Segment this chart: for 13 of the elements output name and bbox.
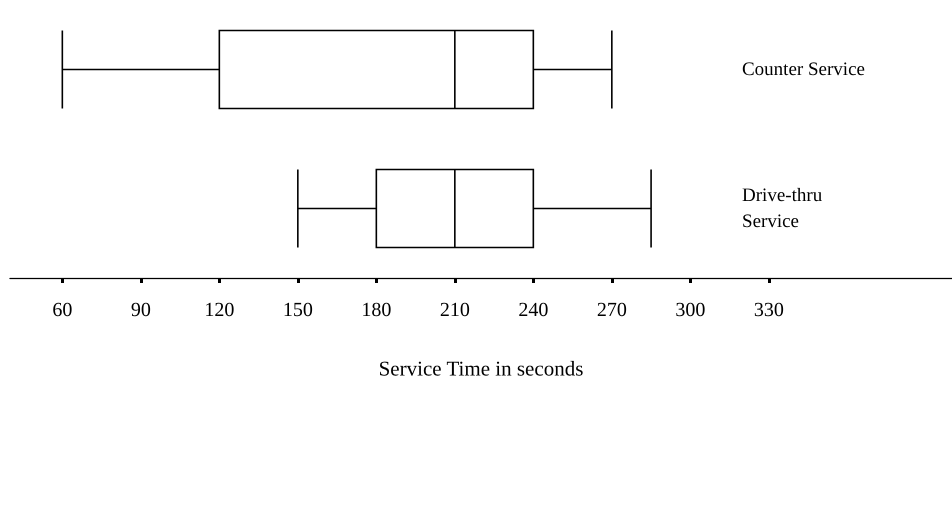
- x-tick-label: 180: [361, 299, 392, 321]
- x-tick-label: 270: [596, 299, 627, 321]
- x-tick-label: 90: [130, 299, 151, 321]
- x-tick-label: 60: [52, 299, 72, 321]
- x-tick-label: 150: [282, 299, 313, 321]
- y-tick-label: Counter Service: [742, 59, 865, 80]
- x-tick-label: 120: [204, 299, 234, 321]
- x-tick-label: 240: [518, 299, 548, 321]
- x-tick-label: 210: [440, 299, 470, 321]
- x-axis-title: Service Time in seconds: [378, 356, 584, 380]
- y-tick-label: Drive-thru Service: [742, 185, 827, 232]
- x-tick-label: 330: [754, 299, 784, 321]
- x-tick-label: 300: [675, 299, 706, 321]
